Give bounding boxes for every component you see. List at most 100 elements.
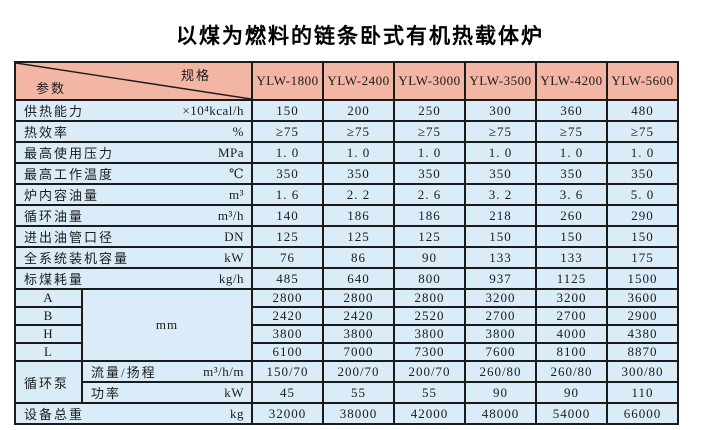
spec-value: 290 (606, 204, 679, 227)
spec-value: ≥75 (535, 120, 608, 143)
row-label: 流量/扬程 (91, 365, 157, 380)
spec-value: 125 (322, 225, 395, 248)
table-row-total-weight: 设备总重 kg 32000 38000 42000 48000 54000 66… (14, 402, 679, 425)
spec-value: 360 (535, 99, 608, 122)
row-label-cell: 进出油管口径 DN (14, 225, 253, 248)
spec-value: 133 (535, 246, 608, 269)
spec-value: 1. 0 (535, 141, 608, 164)
spec-value: 66000 (606, 402, 679, 425)
row-label-cell: 炉内容油量 m³ (14, 183, 253, 206)
row-unit: MPa (217, 144, 244, 160)
column-header: YLW-4200 (535, 61, 608, 101)
row-label: 热效率 (24, 125, 70, 140)
spec-value: 937 (464, 267, 537, 290)
spec-value: 1. 0 (322, 141, 395, 164)
spec-value: 1125 (535, 267, 608, 290)
corner-cell: 规格 参数 (14, 61, 253, 101)
row-label: 炉内容油量 (24, 188, 100, 203)
spec-value: 350 (535, 162, 608, 185)
table-row-oil-volume: 炉内容油量 m³ 1. 6 2. 2 2. 6 3. 2 3. 6 5. 0 (14, 183, 679, 206)
table-row-dim-H: H 3800 3800 3800 3800 4000 4380 (14, 324, 679, 344)
spec-value: 3800 (251, 324, 324, 344)
spec-value: 3. 6 (535, 183, 608, 206)
spec-value: ≥75 (322, 120, 395, 143)
row-label-cell: 功率 kW (81, 381, 253, 404)
table-row-max-pressure: 最高使用压力 MPa 1. 0 1. 0 1. 0 1. 0 1. 0 1. 0 (14, 141, 679, 164)
spec-value: 32000 (251, 402, 324, 425)
row-label-cell: 设备总重 kg (14, 402, 253, 425)
spec-value: ≥75 (393, 120, 466, 143)
spec-value: 3800 (322, 324, 395, 344)
spec-value: 485 (251, 267, 324, 290)
row-unit: m³/h/m (203, 363, 244, 379)
table-row-pump-flow: 循环泵 流量/扬程 m³/h/m 150/70 200/70 200/70 26… (14, 360, 679, 404)
row-label: 标煤耗量 (24, 272, 85, 287)
spec-value: 300/80 (606, 360, 679, 383)
spec-value: 3. 2 (464, 183, 537, 206)
row-label: 功率 (91, 386, 122, 401)
row-unit: kg (230, 405, 244, 421)
row-unit: kg/h (218, 270, 244, 286)
row-label-cell: 标煤耗量 kg/h (14, 267, 253, 290)
spec-value: 8100 (535, 342, 608, 362)
spec-value: 90 (393, 246, 466, 269)
row-label: 供热能力 (24, 104, 85, 119)
spec-value: 200/70 (393, 360, 466, 383)
row-label-cell: 最高工作温度 ℃ (14, 162, 253, 185)
spec-value: 2420 (322, 306, 395, 326)
column-header: YLW-2400 (322, 61, 395, 101)
table-row-dim-A: A mm 2800 2800 2800 3200 3200 3600 (14, 288, 679, 362)
spec-value: 2800 (251, 288, 324, 308)
spec-value: 150 (535, 225, 608, 248)
spec-value: 55 (393, 381, 466, 404)
dim-label: L (14, 342, 83, 362)
spec-value: 800 (393, 267, 466, 290)
row-label: 循环油量 (24, 209, 85, 224)
row-label-cell: 全系统装机容量 kW (14, 246, 253, 269)
spec-value: 8870 (606, 342, 679, 362)
table-row-thermal-efficiency: 热效率 % ≥75 ≥75 ≥75 ≥75 ≥75 ≥75 (14, 120, 679, 143)
spec-value: 3200 (535, 288, 608, 308)
row-unit: kW (224, 249, 244, 265)
spec-value: 1. 0 (393, 141, 466, 164)
row-label: 最高使用压力 (24, 146, 115, 161)
spec-value: 350 (464, 162, 537, 185)
spec-value: 1. 0 (251, 141, 324, 164)
column-header: YLW-3500 (464, 61, 537, 101)
spec-value: 3200 (464, 288, 537, 308)
spec-value: 2800 (393, 288, 466, 308)
spec-value: 42000 (393, 402, 466, 425)
spec-value: 4380 (606, 324, 679, 344)
spec-value: 2. 2 (322, 183, 395, 206)
spec-value: 7000 (322, 342, 395, 362)
spec-value: 1500 (606, 267, 679, 290)
table-row-circulating-oil: 循环油量 m³/h 140 186 186 218 260 290 (14, 204, 679, 227)
row-label: 最高工作温度 (24, 167, 115, 182)
spec-table: 规格 参数 YLW-1800 YLW-2400 YLW-3000 YLW-350… (14, 61, 679, 425)
spec-value: 300 (464, 99, 537, 122)
dim-label: H (14, 324, 83, 344)
corner-label-param: 参数 (36, 81, 67, 96)
row-label: 设备总重 (24, 407, 85, 422)
diagonal-divider (16, 63, 251, 99)
table-header-row: 规格 参数 YLW-1800 YLW-2400 YLW-3000 YLW-350… (14, 61, 679, 101)
spec-value: ≥75 (606, 120, 679, 143)
spec-value: 350 (322, 162, 395, 185)
spec-value: 133 (464, 246, 537, 269)
row-unit: % (232, 123, 244, 139)
spec-value: 200 (322, 99, 395, 122)
dim-label: B (14, 306, 83, 326)
column-header: YLW-3000 (393, 61, 466, 101)
spec-value: ≥75 (464, 120, 537, 143)
row-label: 全系统装机容量 (24, 251, 130, 266)
spec-value: 250 (393, 99, 466, 122)
spec-value: 150 (251, 99, 324, 122)
spec-value: 150 (606, 225, 679, 248)
spec-value: 2900 (606, 306, 679, 326)
spec-value: 38000 (322, 402, 395, 425)
spec-value: 45 (251, 381, 324, 404)
spec-value: 90 (464, 381, 537, 404)
spec-value: 7300 (393, 342, 466, 362)
pump-label: 循环泵 (14, 360, 83, 404)
spec-value: 186 (393, 204, 466, 227)
